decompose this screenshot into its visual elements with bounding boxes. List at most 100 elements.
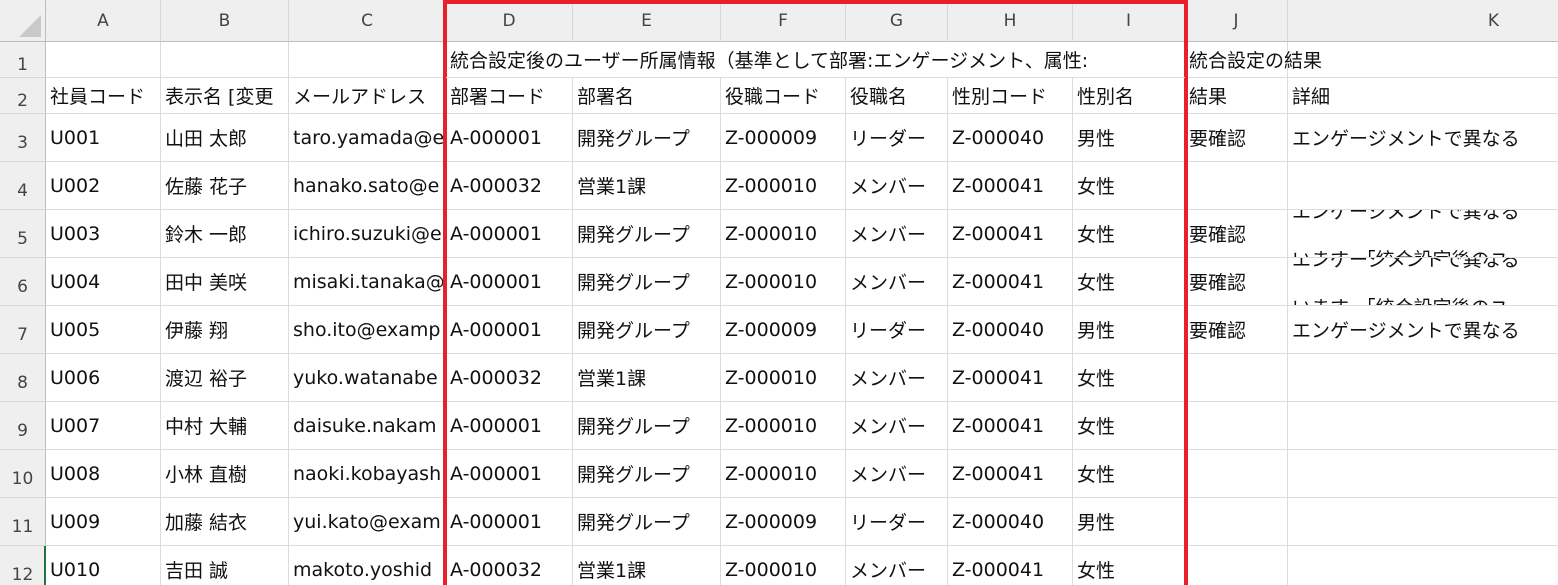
cell-E4[interactable]: 営業1課	[573, 162, 721, 210]
cell-C10[interactable]: naoki.kobayash	[289, 450, 446, 498]
cell-A8[interactable]: U006	[46, 354, 161, 402]
cell-J12[interactable]	[1185, 546, 1288, 585]
column-header-d[interactable]: D	[446, 0, 573, 42]
cell-G4[interactable]: メンバー	[846, 162, 948, 210]
cell-I11[interactable]: 男性	[1073, 498, 1185, 546]
cell-H12[interactable]: Z-000041	[948, 546, 1073, 585]
cell-B8[interactable]: 渡辺 裕子	[161, 354, 289, 402]
cell-A5[interactable]: U003	[46, 210, 161, 258]
column-header-f[interactable]: F	[721, 0, 846, 42]
cell-A4[interactable]: U002	[46, 162, 161, 210]
cell-J10[interactable]	[1185, 450, 1288, 498]
cell-B10[interactable]: 小林 直樹	[161, 450, 289, 498]
cell-B5[interactable]: 鈴木 一郎	[161, 210, 289, 258]
row-header-4[interactable]: 4	[0, 162, 46, 210]
cell-C4[interactable]: hanako.sato@e	[289, 162, 446, 210]
cell-C7[interactable]: sho.ito@examp	[289, 306, 446, 354]
cell-E3[interactable]: 開発グループ	[573, 114, 721, 162]
cell-D1[interactable]: 統合設定後のユーザー所属情報（基準として部署:エンゲージメント、属性:	[446, 42, 1185, 78]
cell-B3[interactable]: 山田 太郎	[161, 114, 289, 162]
cell-H3[interactable]: Z-000040	[948, 114, 1073, 162]
cell-D6[interactable]: A-000001	[446, 258, 573, 306]
cell-D5[interactable]: A-000001	[446, 210, 573, 258]
cell-J9[interactable]	[1185, 402, 1288, 450]
cell-D4[interactable]: A-000032	[446, 162, 573, 210]
cell-C6[interactable]: misaki.tanaka@	[289, 258, 446, 306]
cell-E9[interactable]: 開発グループ	[573, 402, 721, 450]
header-cell-B[interactable]: 表示名 [変更	[161, 78, 289, 114]
cell-G11[interactable]: リーダー	[846, 498, 948, 546]
cell-A11[interactable]: U009	[46, 498, 161, 546]
cell-K8[interactable]	[1288, 354, 1558, 402]
column-header-a[interactable]: A	[46, 0, 161, 42]
cell-G9[interactable]: メンバー	[846, 402, 948, 450]
cell-D7[interactable]: A-000001	[446, 306, 573, 354]
cell-I3[interactable]: 男性	[1073, 114, 1185, 162]
cell-D12[interactable]: A-000032	[446, 546, 573, 585]
cell-F8[interactable]: Z-000010	[721, 354, 846, 402]
column-header-g[interactable]: G	[846, 0, 948, 42]
cell-E10[interactable]: 開発グループ	[573, 450, 721, 498]
column-header-k[interactable]: K	[1288, 0, 1558, 42]
cell-G6[interactable]: メンバー	[846, 258, 948, 306]
cell-H8[interactable]: Z-000041	[948, 354, 1073, 402]
cell-E12[interactable]: 営業1課	[573, 546, 721, 585]
cell-K11[interactable]	[1288, 498, 1558, 546]
cell-H5[interactable]: Z-000041	[948, 210, 1073, 258]
cell-J5[interactable]: 要確認	[1185, 210, 1288, 258]
cell-A1[interactable]	[46, 42, 161, 78]
cell-C9[interactable]: daisuke.nakam	[289, 402, 446, 450]
cell-A12[interactable]: U010	[46, 546, 161, 585]
cell-K3[interactable]: エンゲージメントで異なる	[1288, 114, 1558, 162]
row-header-5[interactable]: 5	[0, 210, 46, 258]
cell-K10[interactable]	[1288, 450, 1558, 498]
cell-H11[interactable]: Z-000040	[948, 498, 1073, 546]
cell-G7[interactable]: リーダー	[846, 306, 948, 354]
cell-G3[interactable]: リーダー	[846, 114, 948, 162]
cell-K5[interactable]: エンゲージメントで異なる います。「統合設定後のユ	[1288, 210, 1558, 258]
header-cell-D[interactable]: 部署コード	[446, 78, 573, 114]
cell-D9[interactable]: A-000001	[446, 402, 573, 450]
column-header-h[interactable]: H	[948, 0, 1073, 42]
cell-I12[interactable]: 女性	[1073, 546, 1185, 585]
cell-K1[interactable]	[1288, 42, 1558, 78]
cell-C12[interactable]: makoto.yoshid	[289, 546, 446, 585]
cell-I6[interactable]: 女性	[1073, 258, 1185, 306]
cell-K7[interactable]: エンゲージメントで異なる	[1288, 306, 1558, 354]
cell-J1[interactable]: 統合設定の結果	[1185, 42, 1322, 78]
cell-D3[interactable]: A-000001	[446, 114, 573, 162]
cell-K4[interactable]	[1288, 162, 1558, 210]
row-header-2[interactable]: 2	[0, 78, 46, 114]
cell-J6[interactable]: 要確認	[1185, 258, 1288, 306]
select-all-button[interactable]	[0, 0, 46, 42]
cell-D11[interactable]: A-000001	[446, 498, 573, 546]
row-header-8[interactable]: 8	[0, 354, 46, 402]
cell-K12[interactable]	[1288, 546, 1558, 585]
cell-A9[interactable]: U007	[46, 402, 161, 450]
cell-I7[interactable]: 男性	[1073, 306, 1185, 354]
cell-J3[interactable]: 要確認	[1185, 114, 1288, 162]
column-header-c[interactable]: C	[289, 0, 446, 42]
cell-E6[interactable]: 開発グループ	[573, 258, 721, 306]
cell-C1[interactable]	[289, 42, 446, 78]
cell-H9[interactable]: Z-000041	[948, 402, 1073, 450]
cell-G10[interactable]: メンバー	[846, 450, 948, 498]
row-header-1[interactable]: 1	[0, 42, 46, 78]
cell-E8[interactable]: 営業1課	[573, 354, 721, 402]
cell-F4[interactable]: Z-000010	[721, 162, 846, 210]
row-header-10[interactable]: 10	[0, 450, 46, 498]
header-cell-F[interactable]: 役職コード	[721, 78, 846, 114]
row-header-3[interactable]: 3	[0, 114, 46, 162]
cell-C8[interactable]: yuko.watanabe	[289, 354, 446, 402]
cell-G12[interactable]: メンバー	[846, 546, 948, 585]
cell-J7[interactable]: 要確認	[1185, 306, 1288, 354]
cell-H10[interactable]: Z-000041	[948, 450, 1073, 498]
cell-D10[interactable]: A-000001	[446, 450, 573, 498]
cell-I5[interactable]: 女性	[1073, 210, 1185, 258]
row-header-9[interactable]: 9	[0, 402, 46, 450]
cell-C5[interactable]: ichiro.suzuki@e	[289, 210, 446, 258]
header-cell-K[interactable]: 詳細	[1288, 78, 1558, 114]
cell-K6[interactable]: エンゲージメントで異なる います。「統合設定後のユ	[1288, 258, 1558, 306]
cell-F5[interactable]: Z-000010	[721, 210, 846, 258]
cell-A6[interactable]: U004	[46, 258, 161, 306]
